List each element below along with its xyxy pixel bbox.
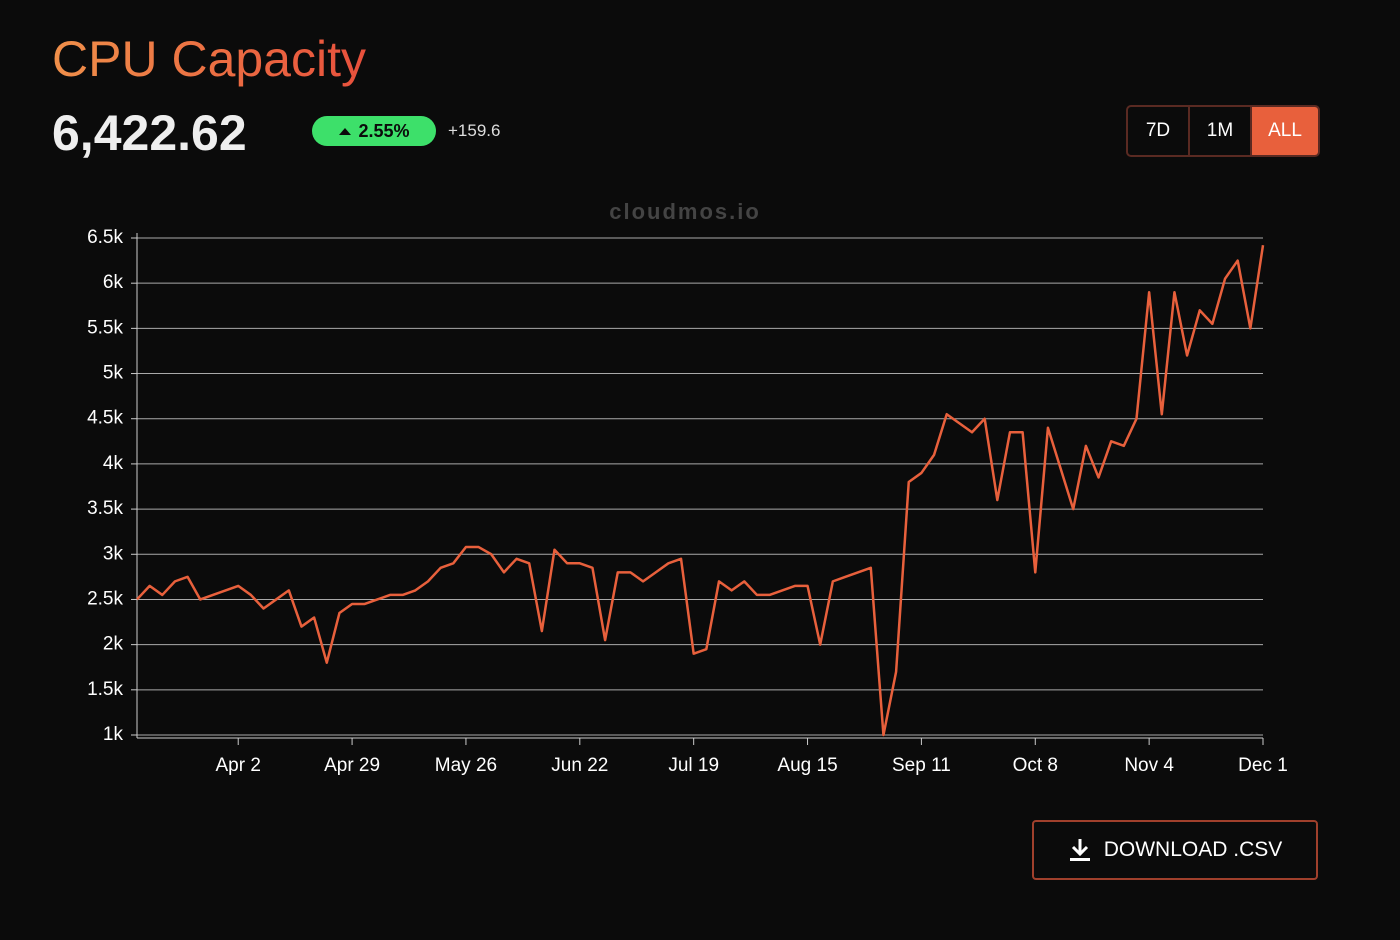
- range-button[interactable]: 7D: [1128, 107, 1190, 155]
- x-tick-label: Jul 19: [668, 755, 719, 776]
- watermark: cloudmos.io: [609, 199, 761, 224]
- x-tick-label: Nov 4: [1124, 755, 1174, 776]
- y-tick-label: 6.5k: [87, 227, 123, 248]
- title: CPU Capacity: [52, 31, 366, 87]
- y-tick-label: 3.5k: [87, 498, 123, 519]
- y-tick-label: 1k: [103, 724, 124, 745]
- range-button[interactable]: 1M: [1190, 107, 1252, 155]
- data-line: [136, 245, 1265, 737]
- y-tick-label: 5.5k: [87, 317, 123, 338]
- range-buttons: 7D 1M ALL: [1126, 105, 1320, 157]
- x-tick-label: May 26: [435, 755, 497, 776]
- y-tick-label: 1.5k: [87, 679, 123, 700]
- y-tick-label: 2.5k: [87, 588, 123, 609]
- download-button[interactable]: DOWNLOAD .CSV: [1032, 820, 1318, 880]
- x-tick-label: Apr 29: [324, 755, 380, 776]
- change-abs: +159.6: [448, 121, 501, 140]
- x-tick-label: Aug 15: [777, 755, 837, 776]
- x-tick-label: Apr 2: [216, 755, 261, 776]
- chart: cloudmos.io 1k 1.5k 2k 2.5k 3k 3.5k 4k 4.5k 5k 5.…: [87, 199, 1288, 776]
- y-tick-label: 4k: [103, 453, 124, 474]
- up-arrow: [339, 128, 352, 135]
- y-tick-label: 5k: [103, 363, 124, 384]
- y-tick-label: 3k: [103, 543, 124, 564]
- range-button[interactable]: ALL: [1252, 107, 1318, 155]
- current-value: 6,422.62: [52, 105, 247, 161]
- download-icon: [1069, 839, 1090, 861]
- x-tick-label: Sep 11: [892, 755, 951, 776]
- x-tick-label: Oct 8: [1013, 755, 1058, 776]
- change-badge: 2.55%: [312, 116, 436, 146]
- change-percent: 2.55%: [358, 120, 410, 141]
- y-tick-label: 4.5k: [87, 408, 123, 429]
- x-tick-label: Dec 1: [1238, 755, 1288, 776]
- download-label: DOWNLOAD .CSV: [1103, 838, 1283, 861]
- x-tick-label: Jun 22: [551, 755, 608, 776]
- y-tick-label: 2k: [103, 634, 124, 655]
- y-tick-label: 6k: [103, 272, 124, 293]
